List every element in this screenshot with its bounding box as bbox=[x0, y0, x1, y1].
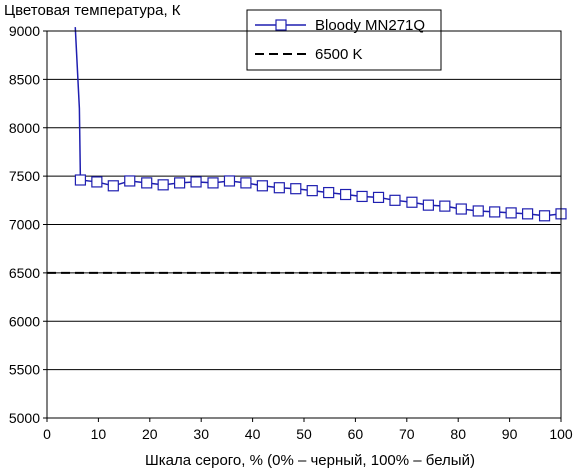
plot-frame bbox=[46, 30, 562, 419]
data-point bbox=[389, 194, 401, 206]
y-tick-label: 5000 bbox=[9, 410, 40, 426]
data-point bbox=[505, 207, 517, 219]
data-point bbox=[455, 203, 467, 215]
legend-marker-bloody-mn271q bbox=[275, 19, 287, 31]
data-point bbox=[107, 180, 119, 192]
data-point bbox=[489, 206, 501, 218]
data-point bbox=[538, 210, 551, 222]
y-tick-label: 7000 bbox=[9, 217, 40, 233]
series-layer bbox=[47, 27, 567, 274]
x-tick-label: 40 bbox=[245, 426, 261, 442]
data-point bbox=[306, 185, 318, 197]
y-axis-title: Цветовая температура, К bbox=[4, 2, 181, 19]
y-tick-label: 7500 bbox=[9, 168, 40, 184]
data-point bbox=[124, 175, 136, 187]
data-point bbox=[91, 176, 103, 188]
x-tick-label: 100 bbox=[549, 426, 573, 442]
data-point bbox=[422, 199, 434, 211]
data-point bbox=[290, 183, 302, 195]
x-tick-label: 60 bbox=[348, 426, 364, 442]
legend: Bloody MN271Q 6500 K bbox=[246, 9, 442, 71]
data-point bbox=[240, 177, 252, 189]
x-tick-label: 50 bbox=[296, 426, 312, 442]
data-point bbox=[223, 175, 236, 187]
data-point bbox=[340, 188, 352, 201]
data-point bbox=[323, 186, 335, 199]
data-point bbox=[372, 191, 385, 204]
y-tick-label: 5500 bbox=[9, 362, 40, 378]
x-tick-label: 20 bbox=[142, 426, 158, 442]
x-tick-label: 90 bbox=[502, 426, 518, 442]
y-tick-label: 6500 bbox=[9, 265, 40, 281]
x-tick-label: 10 bbox=[91, 426, 107, 442]
data-point bbox=[174, 177, 186, 189]
legend-label-bloody-mn271q: Bloody MN271Q bbox=[315, 17, 425, 34]
data-point bbox=[207, 177, 219, 189]
y-tick-label: 8000 bbox=[9, 120, 40, 136]
data-point bbox=[256, 180, 268, 192]
y-tick-label: 6000 bbox=[9, 313, 40, 329]
x-tick-label: 80 bbox=[450, 426, 466, 442]
y-tick-label: 9000 bbox=[9, 23, 40, 39]
data-point bbox=[190, 176, 202, 188]
legend-label-6500k: 6500 K bbox=[315, 46, 363, 63]
x-tick-label: 70 bbox=[399, 426, 415, 442]
x-axis-title: Шкала серого, % (0% – черный, 100% – бел… bbox=[145, 452, 475, 469]
data-point bbox=[273, 182, 285, 194]
data-point bbox=[356, 190, 368, 203]
data-point bbox=[157, 179, 169, 191]
data-point bbox=[74, 174, 87, 186]
x-tick-label: 30 bbox=[193, 426, 209, 442]
data-point bbox=[472, 205, 484, 217]
data-point bbox=[521, 208, 534, 220]
x-tick-label: 0 bbox=[43, 426, 51, 442]
y-tick-label: 8500 bbox=[9, 71, 40, 87]
data-point bbox=[439, 200, 451, 212]
data-point bbox=[406, 196, 418, 208]
y-tick-labels: 5000 5500 6000 6500 7000 7500 8000 8500 9000 bbox=[9, 23, 40, 426]
data-point bbox=[141, 177, 153, 189]
x-tick-labels: 0 10 20 30 40 50 60 70 80 90 100 bbox=[43, 426, 573, 442]
